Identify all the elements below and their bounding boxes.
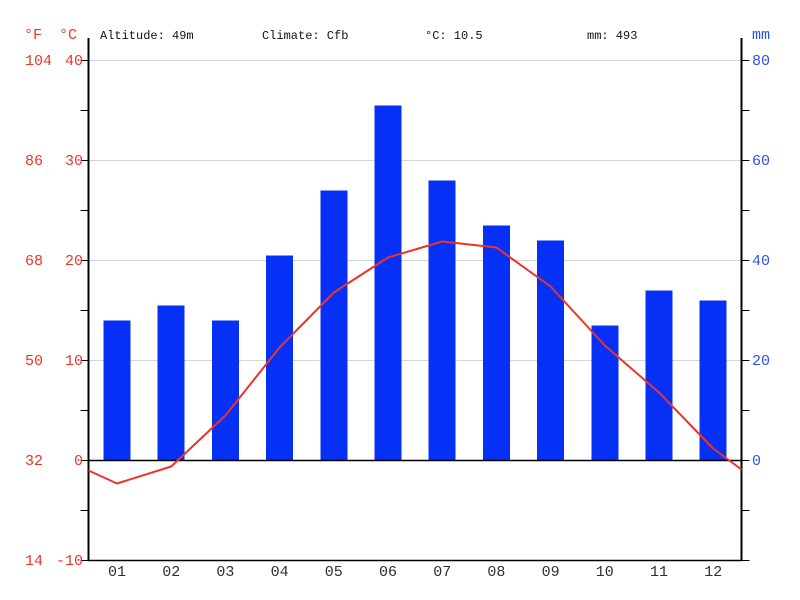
mm-tick-label: 80 [752, 53, 770, 70]
mm-axis-title: mm [752, 27, 771, 44]
month-label: 09 [542, 564, 560, 581]
celsius-tick-label: 0 [74, 453, 83, 470]
month-label: 04 [271, 564, 289, 581]
precipitation-bar-10 [591, 325, 619, 461]
precipitation-bar-11 [645, 290, 673, 461]
month-label: 08 [487, 564, 505, 581]
precipitation-bar-02 [157, 305, 185, 461]
stat-altitude: Altitude: 49m [100, 29, 194, 43]
mm-tick-label: 40 [752, 253, 770, 270]
month-label: 10 [596, 564, 614, 581]
fahrenheit-tick-label: 14 [25, 553, 43, 570]
mm-tick-label: 20 [752, 353, 770, 370]
fahrenheit-tick-label: 86 [25, 153, 43, 170]
temperature-line [88, 240, 743, 485]
fahrenheit-tick-label: 68 [25, 253, 43, 270]
precipitation-bar-01 [103, 320, 131, 461]
month-label: 03 [216, 564, 234, 581]
month-label: 02 [162, 564, 180, 581]
month-label: 07 [433, 564, 451, 581]
precipitation-bar-05 [320, 190, 348, 461]
celsius-tick-label: 40 [65, 53, 83, 70]
celsius-tick-label: 10 [65, 353, 83, 370]
fahrenheit-axis-title: °F [24, 27, 43, 44]
mm-tick-label: 0 [752, 453, 761, 470]
celsius-axis-title: °C [59, 27, 78, 44]
month-label: 01 [108, 564, 126, 581]
precipitation-bar-07 [428, 180, 456, 461]
stat-mean-temp: °C: 10.5 [425, 29, 483, 43]
stat-precip-sum: mm: 493 [587, 29, 638, 43]
fahrenheit-tick-label: 104 [25, 53, 52, 70]
celsius-tick-label: 30 [65, 153, 83, 170]
precipitation-bar-09 [537, 240, 565, 461]
celsius-tick-label: 20 [65, 253, 83, 270]
precipitation-bar-06 [374, 105, 402, 461]
stat-climate: Climate: Cfb [262, 29, 349, 43]
month-label: 12 [704, 564, 722, 581]
precipitation-bar-12 [699, 300, 727, 461]
month-label: 06 [379, 564, 397, 581]
month-label: 05 [325, 564, 343, 581]
celsius-tick-label: -10 [56, 553, 83, 570]
precipitation-bar-03 [211, 320, 239, 461]
precipitation-bar-08 [482, 225, 510, 461]
month-label: 11 [650, 564, 668, 581]
fahrenheit-tick-label: 32 [25, 453, 43, 470]
fahrenheit-tick-label: 50 [25, 353, 43, 370]
mm-tick-label: 60 [752, 153, 770, 170]
